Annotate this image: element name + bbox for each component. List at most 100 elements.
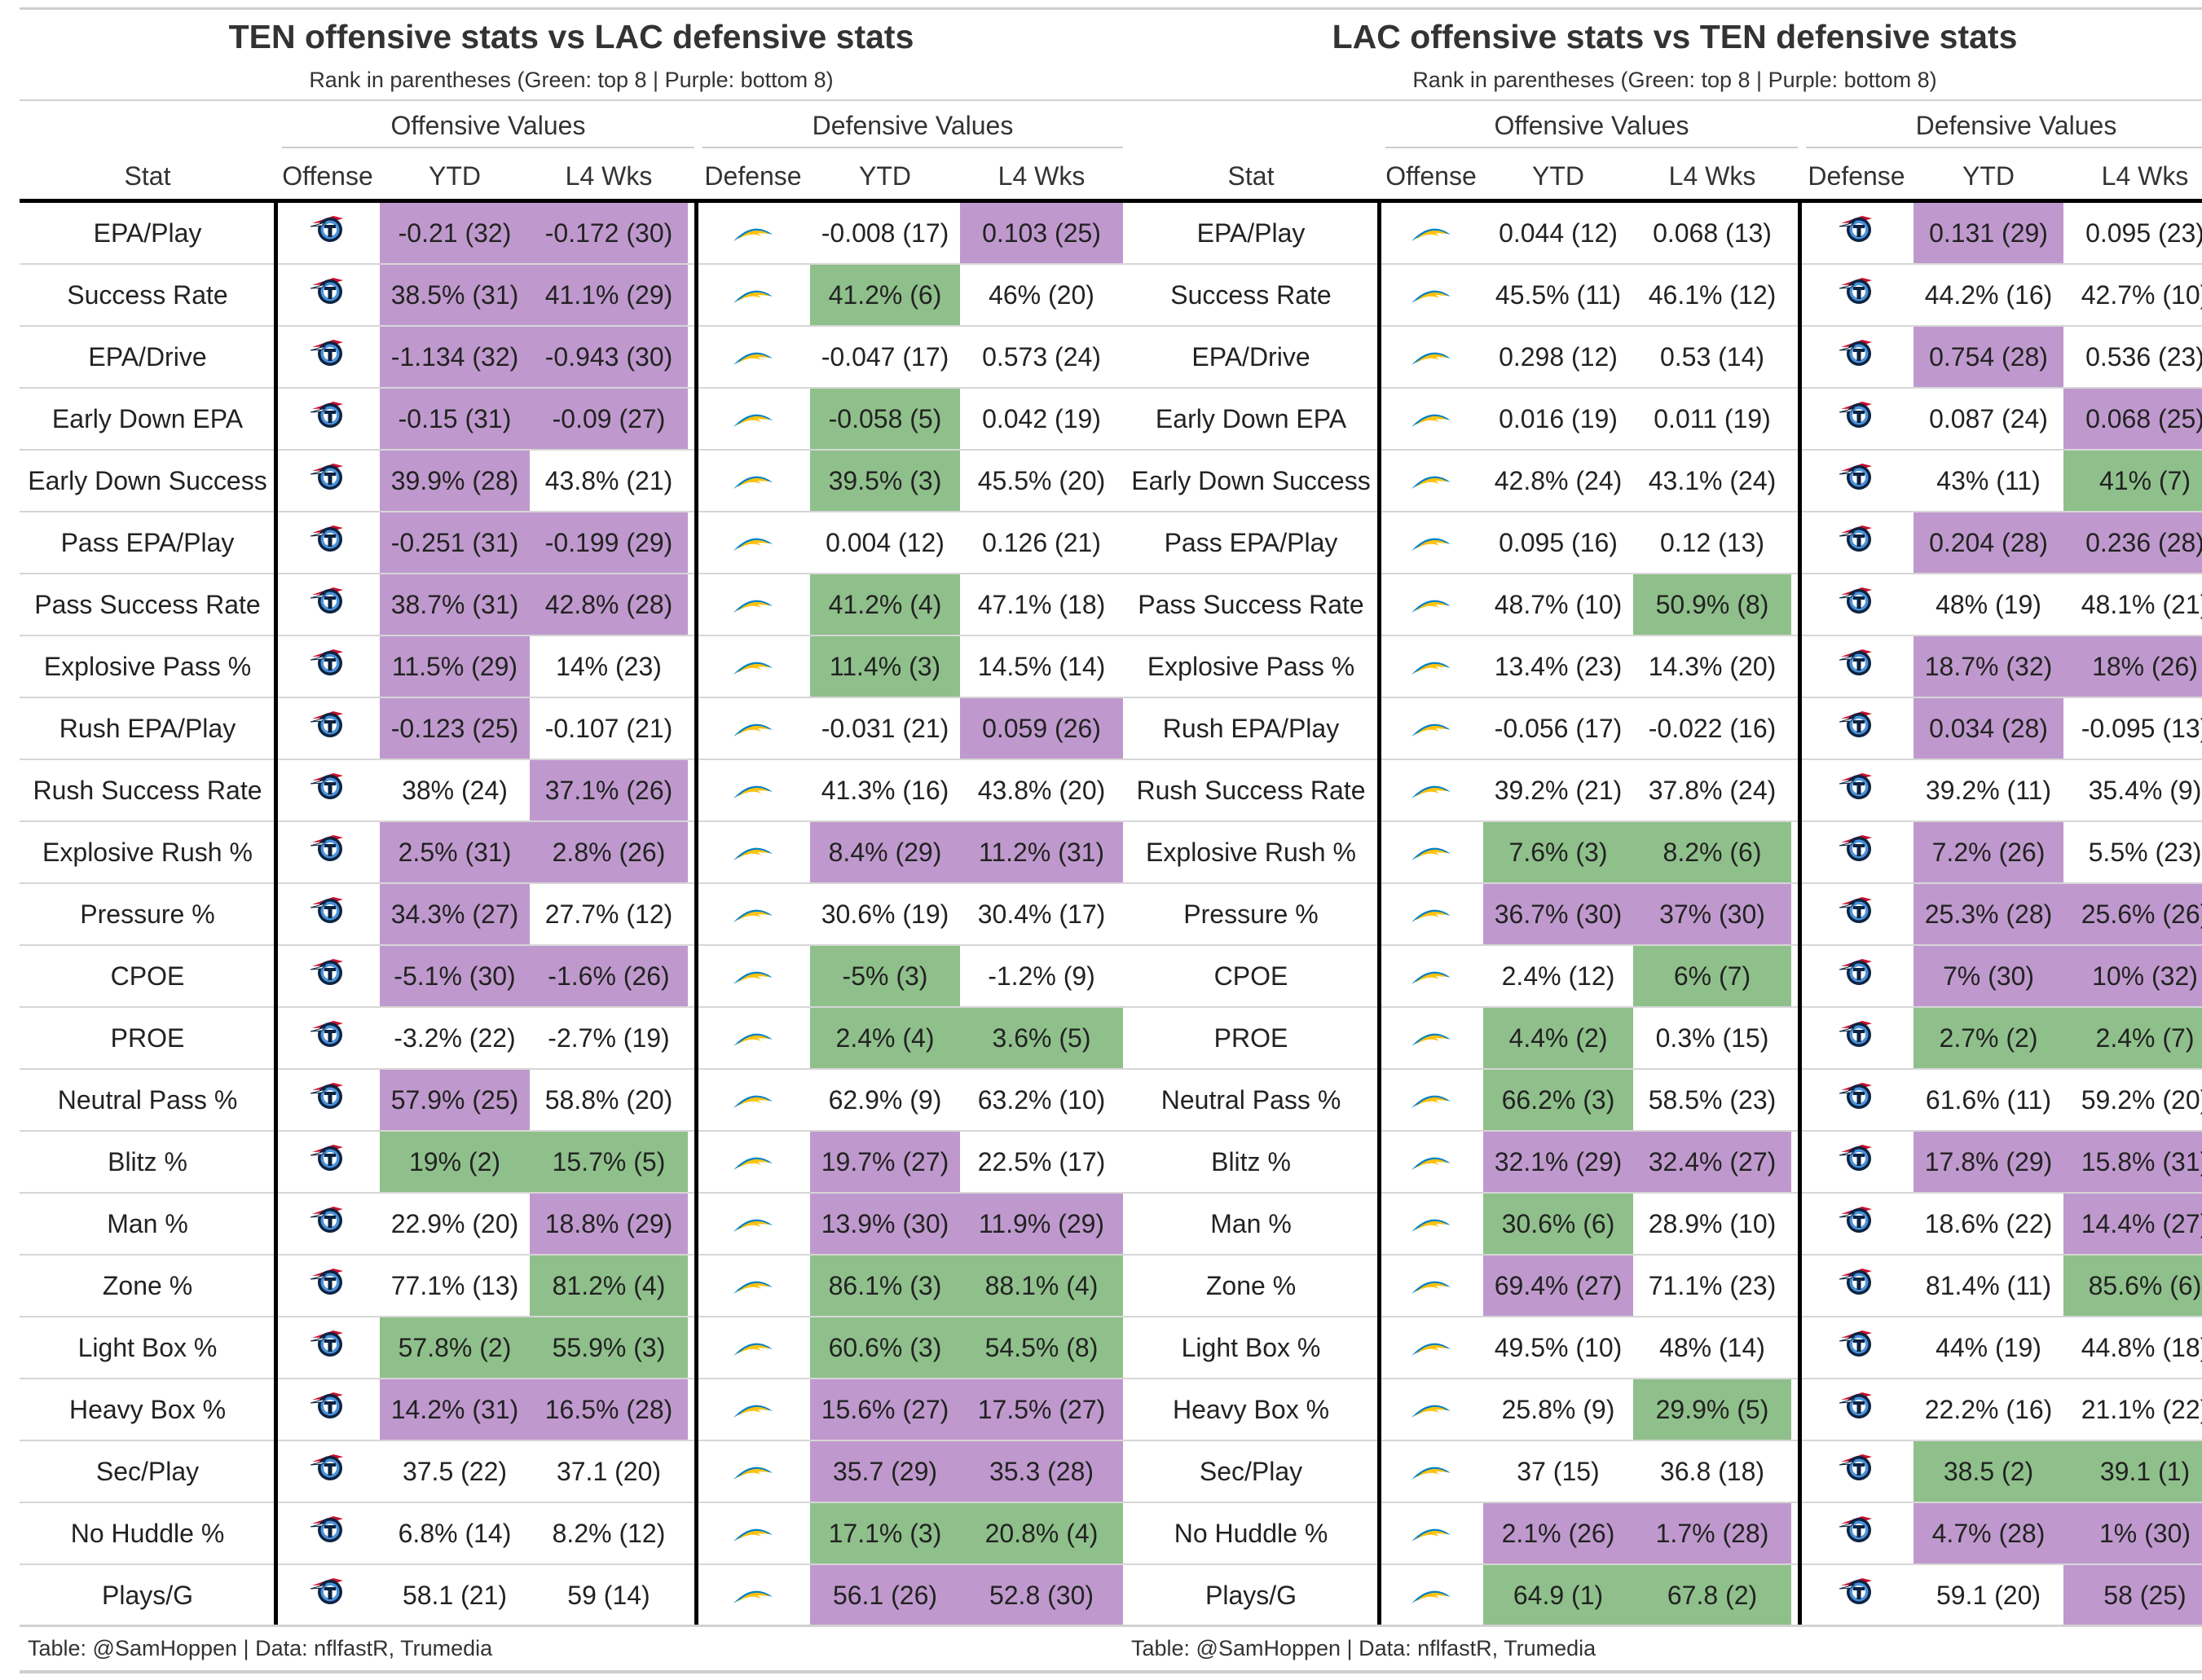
chargers-logo-icon [1409,267,1453,328]
stat-label: Man % [1210,1209,1292,1238]
defense-team-cell [1799,389,1914,449]
table-row: Early Down Success 42.8% (24) 43.1% (24) 43… [1123,451,2202,512]
titans-logo-icon [309,267,346,328]
defense-team-cell [1799,512,1914,573]
off-ytd-cell: 2.4% (12) [1501,961,1615,991]
def-ytd-cell: 17.8% (29) [1914,1132,2063,1192]
table-body: EPA/Play -0.21 (32) -0.172 (30) -0.008 (17)… [20,203,1123,1627]
def-ytd-cell: 56.1 (26) [810,1565,960,1625]
stat-label: Neutral Pass % [57,1085,238,1115]
table-row: Zone % 69.4% (27) 71.1% (23) 81.4% (11) 85.6… [1123,1256,2202,1317]
stat-label: Light Box % [1181,1333,1321,1362]
spanner-underline [1385,147,1798,148]
defense-team-cell [1799,1256,1914,1316]
table-row: Sec/Play 37 (15) 36.8 (18) 38.5 (2) 39.1 (1) [1123,1441,2202,1503]
off-l4-cell: 0.068 (13) [1653,218,1772,248]
titans-logo-icon [1838,1506,1875,1566]
chargers-logo-icon [1409,205,1453,266]
off-l4-cell: 58.8% (20) [544,1085,673,1115]
off-ytd-cell: 58.1 (21) [402,1581,508,1610]
chargers-logo-icon [1409,1072,1453,1132]
off-l4-cell: -0.199 (29) [530,512,688,573]
defense-team-cell [696,1256,810,1316]
spanner-underline [1806,147,2202,148]
stat-label: Early Down Success [28,466,267,495]
def-ytd-cell: 7.2% (26) [1914,822,2063,882]
def-ytd-cell: -0.058 (5) [810,389,960,449]
stat-label: Explosive Rush % [42,838,253,867]
stat-label: Success Rate [1170,280,1332,310]
stat-label: Success Rate [67,280,228,310]
spanner-underline [702,147,1123,148]
stat-label: EPA/Play [93,218,202,248]
col-header-defense: Defense [704,161,802,191]
def-ytd-cell: 41.3% (16) [821,776,949,805]
offense-team-cell [1379,1565,1483,1625]
table-row: No Huddle % 6.8% (14) 8.2% (12) 17.1% (3) 20… [20,1503,1123,1565]
col-header-off-ytd: YTD [429,161,481,191]
off-l4-cell: 58.5% (23) [1648,1085,1777,1115]
off-ytd-cell: 30.6% (6) [1483,1194,1633,1254]
defense-team-cell [1799,574,1914,635]
column-divider [1377,199,1381,1626]
table-row: Light Box % 49.5% (10) 48% (14) 44% (19) 44.… [1123,1317,2202,1379]
def-l4-cell: 58 (25) [2063,1565,2202,1625]
table-row: EPA/Drive -1.134 (32) -0.943 (30) -0.047 (1… [20,327,1123,389]
table-row: Pass Success Rate 38.7% (31) 42.8% (28) 41.… [20,574,1123,636]
def-l4-cell: 0.236 (28) [2063,512,2202,573]
off-ytd-cell: 37 (15) [1517,1457,1600,1486]
def-l4-cell: 85.6% (6) [2063,1256,2202,1316]
def-ytd-cell: -0.008 (17) [821,218,949,248]
offense-team-cell [275,1317,380,1378]
titans-logo-icon [1838,1010,1875,1071]
offense-team-cell [1379,1070,1483,1130]
def-ytd-cell: 44% (19) [1936,1333,2041,1362]
off-ytd-cell: 6.8% (14) [398,1519,512,1548]
stat-label: Pressure % [80,899,215,929]
chargers-logo-icon [731,1320,775,1380]
off-l4-cell: 8.2% (6) [1633,822,1791,882]
titans-logo-icon [1838,515,1875,575]
def-l4-cell: 15.8% (31) [2063,1132,2202,1192]
stat-label: PROE [110,1023,185,1053]
offense-team-cell [1379,451,1483,511]
titans-logo-icon [309,948,346,1009]
off-l4-cell: 2.8% (26) [530,822,688,882]
table-subtitle: Rank in parentheses (Green: top 8 | Purp… [1412,68,1937,92]
chargers-logo-icon [731,1196,775,1256]
chargers-logo-icon [731,1444,775,1504]
header-rule [1123,99,2202,101]
def-l4-cell: 43.8% (20) [977,776,1106,805]
stat-label: EPA/Drive [1191,342,1310,372]
off-ytd-cell: 37.5 (22) [402,1457,508,1486]
off-l4-cell: 48% (14) [1659,1333,1765,1362]
offense-team-cell [1379,822,1483,882]
defense-team-cell [696,512,810,573]
stat-label: Pass EPA/Play [60,528,235,557]
def-l4-cell: 25.6% (26) [2063,884,2202,944]
chargers-logo-icon [1409,1320,1453,1380]
offense-team-cell [275,203,380,263]
titans-logo-icon [309,639,346,699]
titans-logo-icon [309,577,346,637]
titans-logo-icon [309,1196,346,1256]
off-l4-cell: 37% (30) [1633,884,1791,944]
stat-label: Blitz % [1211,1147,1291,1176]
def-ytd-cell: 48% (19) [1936,590,2041,619]
defense-team-cell [1799,1503,1914,1563]
def-ytd-cell: 7% (30) [1914,946,2063,1006]
defense-team-cell [696,760,810,820]
off-l4-cell: -0.022 (16) [1648,714,1777,743]
column-divider [274,199,278,1626]
def-l4-cell: 3.6% (5) [960,1008,1123,1068]
chargers-logo-icon [1409,948,1453,1009]
off-l4-cell: 42.8% (28) [530,574,688,635]
def-ytd-cell: 60.6% (3) [810,1317,960,1378]
chargers-logo-icon [1409,1444,1453,1504]
off-ytd-cell: 7.6% (3) [1483,822,1633,882]
off-l4-cell: 59 (14) [567,1581,650,1610]
defense-team-cell [1799,946,1914,1006]
off-l4-cell: -0.172 (30) [530,203,688,263]
off-l4-cell: 37.1% (26) [530,760,688,820]
def-ytd-cell: 2.4% (4) [810,1008,960,1068]
